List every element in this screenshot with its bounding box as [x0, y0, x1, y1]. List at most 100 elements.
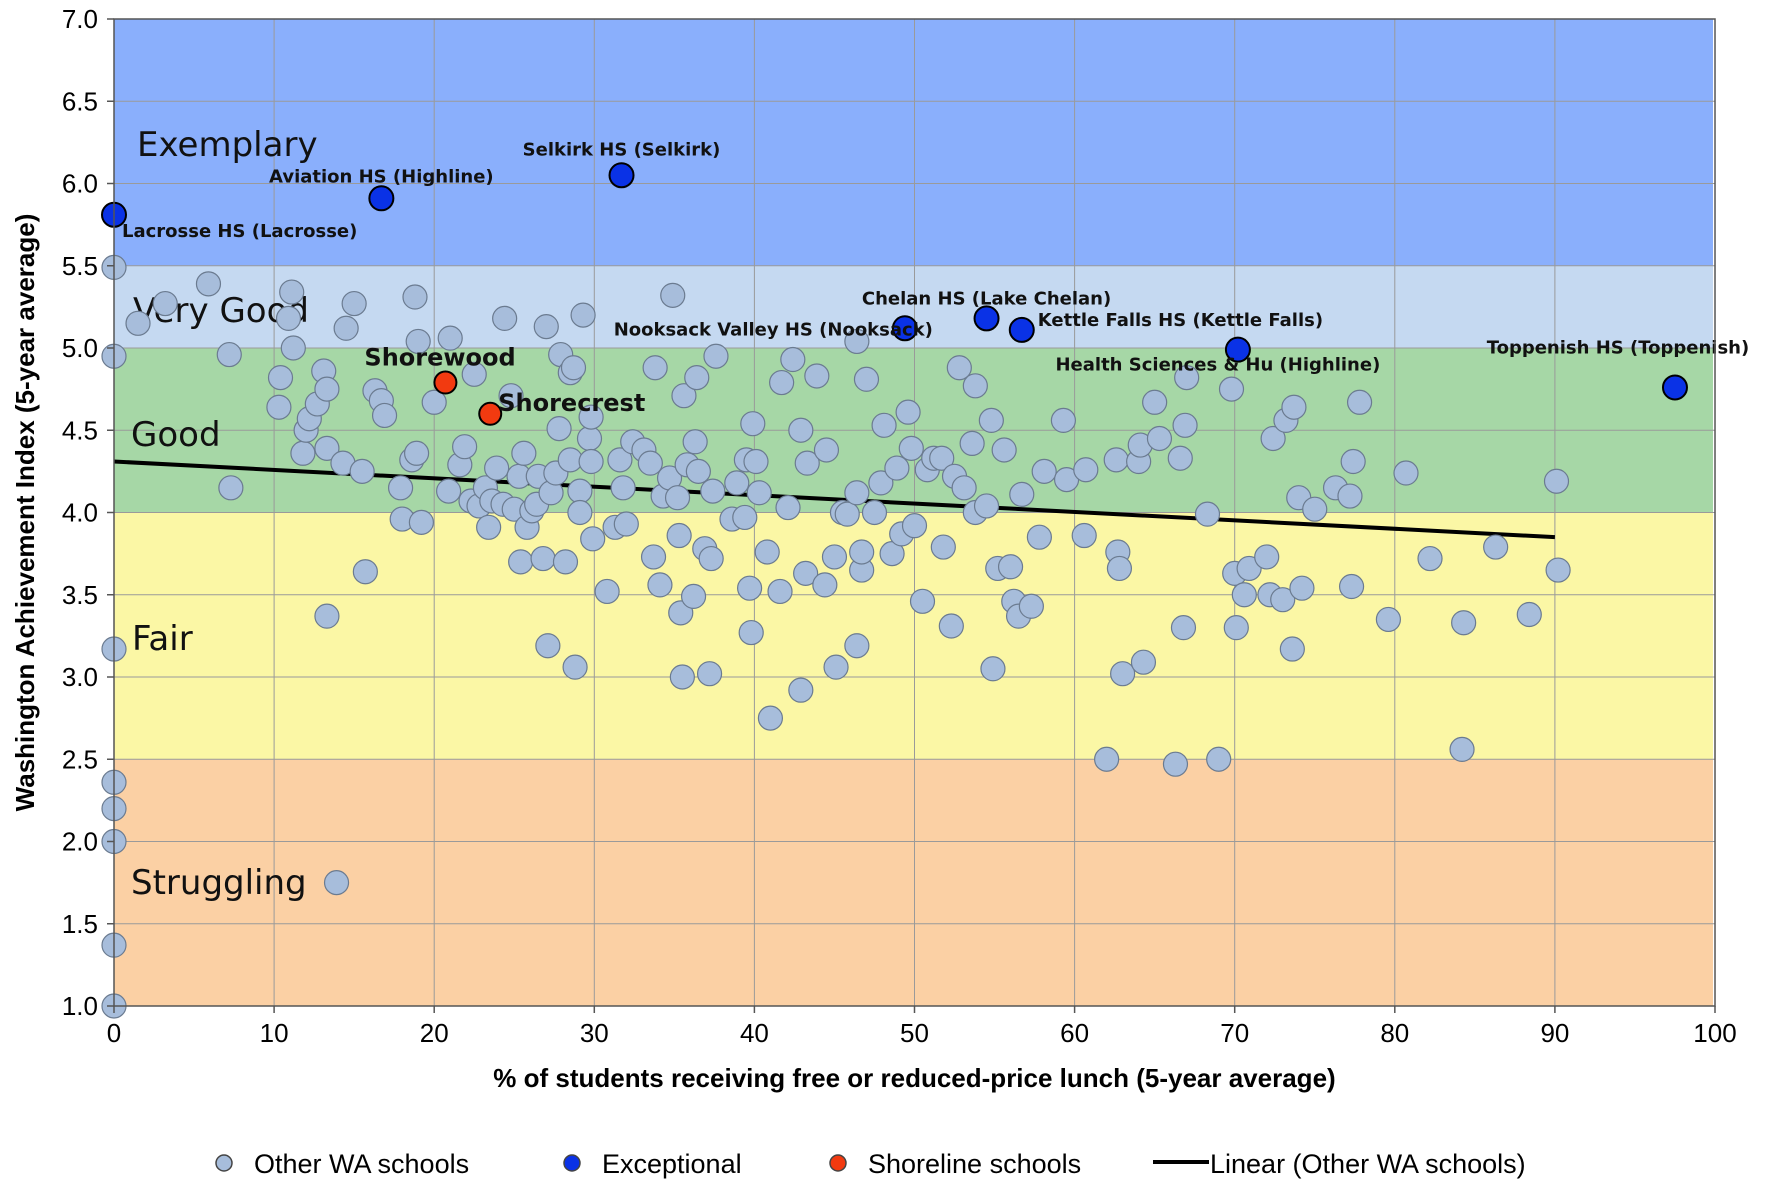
data-point-other	[218, 475, 244, 501]
data-point-other	[884, 455, 910, 481]
data-point-other	[1172, 412, 1198, 438]
data-point-other	[1236, 555, 1262, 582]
point-label-shoreline: Shorecrest	[498, 389, 645, 417]
data-point-other	[740, 411, 766, 437]
data-point-other	[642, 355, 668, 381]
data-point-other	[647, 572, 673, 598]
data-point-other	[732, 504, 758, 531]
data-point-other	[769, 369, 795, 396]
data-point-other	[844, 633, 870, 659]
point-label-shoreline: Shorewood	[364, 344, 515, 372]
data-point-other	[1543, 468, 1570, 494]
band-3	[114, 512, 1713, 760]
data-point-other	[1545, 557, 1571, 583]
data-point-exceptional	[1224, 336, 1251, 363]
data-point-other	[637, 450, 663, 476]
data-point-other	[511, 440, 537, 466]
data-point-other	[607, 447, 633, 473]
data-point-other	[698, 545, 724, 572]
data-point-other	[973, 493, 1000, 519]
data-point-other	[1231, 582, 1257, 608]
data-point-other	[684, 365, 710, 391]
x-axis-title: % of students receiving free or reduced-…	[493, 1063, 1335, 1093]
band-4	[114, 759, 1713, 1006]
data-point-other	[508, 549, 534, 575]
data-point-other	[1170, 615, 1197, 641]
data-point-other	[1338, 573, 1365, 600]
data-point-other	[849, 539, 875, 565]
data-point-other	[405, 328, 431, 355]
data-point-other	[1009, 481, 1035, 508]
data-point-other	[775, 494, 801, 521]
data-point-other	[1279, 636, 1305, 662]
legend-marker	[829, 1154, 847, 1172]
data-point-other	[1270, 587, 1296, 613]
data-point-exceptional	[973, 305, 1000, 332]
data-point-other	[962, 373, 988, 399]
legend-label: Other WA schools	[254, 1149, 469, 1179]
data-point-other	[341, 290, 367, 317]
y-tick-label: 6.5	[62, 86, 98, 116]
point-label-exceptional: Lacrosse HS (Lacrosse)	[122, 221, 357, 242]
data-point-other	[1130, 649, 1157, 675]
data-point-other	[871, 412, 897, 438]
data-point-other	[533, 314, 559, 340]
data-point-other	[868, 470, 894, 496]
data-point-other	[290, 440, 316, 466]
data-point-other	[562, 654, 588, 680]
data-point-other	[1337, 483, 1363, 509]
data-point-other	[314, 603, 340, 629]
data-point-other	[1375, 606, 1401, 633]
data-point-other	[767, 578, 793, 605]
data-point-other	[476, 514, 502, 540]
y-tick-label: 4.0	[62, 498, 98, 528]
data-point-other	[1167, 445, 1193, 471]
band-0	[114, 19, 1713, 266]
data-point-other	[821, 544, 848, 570]
data-point-other	[946, 355, 972, 381]
data-point-other	[498, 383, 524, 409]
data-point-other	[736, 575, 763, 601]
data-point-other	[1302, 496, 1328, 522]
data-point-other	[610, 475, 636, 501]
data-point-other	[1340, 448, 1366, 475]
data-point-other	[1451, 610, 1477, 636]
band-label: Fair	[132, 619, 193, 659]
data-point-other	[1026, 524, 1052, 550]
x-tick-label: 30	[580, 1018, 609, 1048]
data-point-other	[682, 429, 708, 455]
data-point-other	[700, 478, 726, 504]
x-tick-label: 90	[1540, 1018, 1569, 1048]
data-point-other	[567, 499, 593, 526]
data-point-other	[640, 544, 667, 570]
data-point-other	[738, 619, 764, 646]
axes-layer: 0 10 20 30 40 50 60 70 80 90 100 1.0 1.5 2.0 2.5 3.0 3.5…	[62, 4, 1737, 1048]
data-point-other	[1071, 522, 1097, 549]
data-point-other	[754, 539, 780, 565]
data-point-other	[387, 475, 414, 501]
legend-label: Exceptional	[602, 1149, 742, 1179]
data-point-other	[1106, 555, 1133, 582]
data-point-other	[703, 343, 729, 369]
legend-label: Shoreline schools	[868, 1149, 1081, 1179]
legend-label: Linear (Other WA schools)	[1210, 1149, 1526, 1179]
point-label-exceptional: Aviation HS (Highline)	[269, 166, 494, 187]
data-point-other	[349, 458, 375, 484]
data-point-other	[664, 485, 691, 511]
data-point-other	[578, 448, 604, 475]
data-point-other	[813, 437, 840, 463]
x-tick-label: 100	[1693, 1018, 1736, 1048]
data-point-other	[279, 279, 305, 305]
data-point-other	[267, 365, 294, 391]
data-point-other	[152, 290, 178, 317]
y-tick-label: 2.5	[62, 744, 98, 774]
data-point-other	[570, 302, 596, 328]
data-point-other	[793, 560, 819, 586]
data-point-other	[266, 394, 292, 420]
data-point-exceptional	[1008, 316, 1035, 343]
data-point-other	[576, 425, 603, 452]
data-point-other	[1142, 389, 1168, 415]
data-point-other	[452, 434, 478, 460]
data-point-other	[794, 450, 820, 476]
